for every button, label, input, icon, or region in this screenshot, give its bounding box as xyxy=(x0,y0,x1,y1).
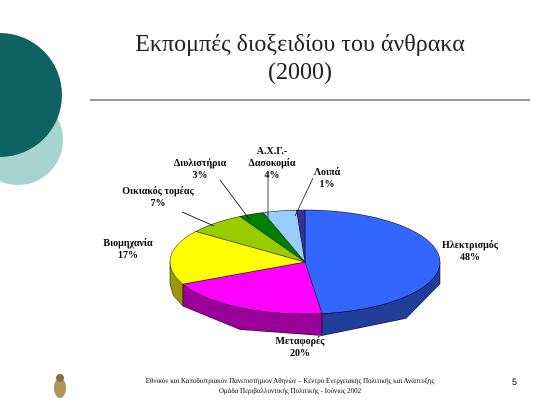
slice-value: 20% xyxy=(290,348,310,359)
slice-name: Λοιπά xyxy=(313,167,341,178)
slice-label: Λοιπά 1% xyxy=(290,167,364,191)
slice-name: Α.Χ.Γ.- Δασοκομία xyxy=(248,146,296,169)
slice-value: 1% xyxy=(319,179,335,190)
slice-label: Βιομηχανία 17% xyxy=(91,238,165,262)
slice-label: Α.Χ.Γ.- Δασοκομία 4% xyxy=(235,146,309,182)
slice-value: 4% xyxy=(264,170,280,181)
slice-label: Οικιακός τομέας 7% xyxy=(121,186,195,210)
logo xyxy=(54,374,66,398)
pie-slice xyxy=(195,216,306,263)
slice-name: Οικιακός τομέας xyxy=(122,186,194,197)
slice-value: 48% xyxy=(460,252,480,263)
slice-name: Διυλιστήρια xyxy=(173,158,227,169)
leader-line xyxy=(219,179,251,221)
slice-name: Βιομηχανία xyxy=(103,238,153,249)
slice-name: Μεταφορές xyxy=(275,336,325,347)
pie-slice xyxy=(296,209,306,263)
footer-line: Εθνικόν και Καποδιστριακόν Πανεπιστήμιον… xyxy=(145,377,435,385)
decor-circle-dark xyxy=(0,33,62,157)
pie-slice xyxy=(262,209,306,263)
slice-value: 3% xyxy=(192,170,208,181)
slice-name: Ηλεκτρισμός xyxy=(442,240,498,251)
pie-slice xyxy=(169,231,306,285)
pie-slice xyxy=(182,261,323,315)
slice-value: 17% xyxy=(118,250,138,261)
chart-title: Εκπομπές διοξειδίου του άνθρακα (2000) xyxy=(135,31,465,85)
page-number: 5 xyxy=(512,377,518,387)
footer-line: Ομάδα Περιβαλλοντικής Πολιτικής - Ιούνιο… xyxy=(218,387,362,395)
pie-slice xyxy=(304,209,441,314)
leader-line xyxy=(294,177,314,217)
slice-value: 7% xyxy=(150,198,166,209)
leader-line xyxy=(181,211,215,227)
pie xyxy=(169,172,441,336)
slice-label: Ηλεκτρισμός 48% xyxy=(433,240,507,264)
slice-label: Μεταφορές 20% xyxy=(263,336,337,360)
slice-label: Διυλιστήρια 3% xyxy=(163,158,237,182)
